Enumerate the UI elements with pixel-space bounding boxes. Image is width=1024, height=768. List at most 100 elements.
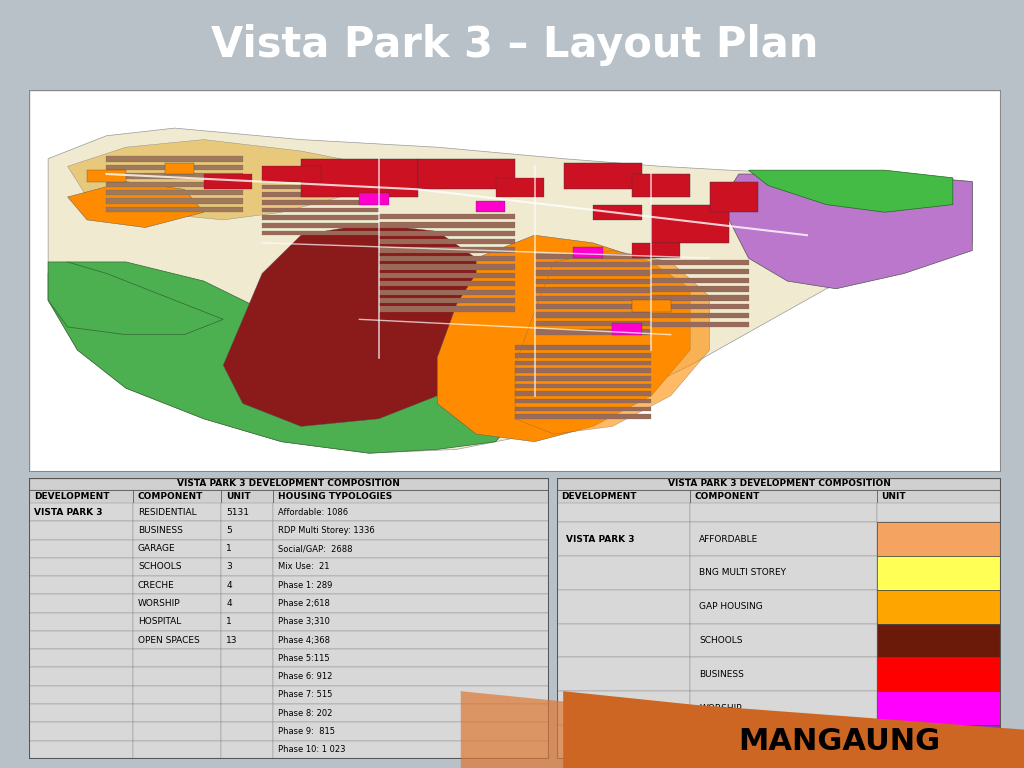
Text: SCHOOLS: SCHOOLS [699, 636, 742, 645]
Text: COMPONENT: COMPONENT [138, 492, 204, 502]
Bar [273, 704, 549, 722]
Bar [273, 667, 549, 686]
Bar [106, 207, 243, 212]
Text: UNIT: UNIT [882, 492, 906, 502]
Bar [106, 174, 243, 179]
Bar [221, 613, 273, 631]
Text: Phase 2;618: Phase 2;618 [279, 599, 330, 608]
Bar [632, 243, 680, 258]
Bar [535, 253, 651, 259]
Text: Phase 9:  815: Phase 9: 815 [279, 727, 336, 736]
Bar [557, 522, 690, 556]
Text: Phase 6: 912: Phase 6: 912 [279, 672, 333, 681]
Bar [557, 657, 690, 691]
Bar [221, 490, 273, 503]
Bar [133, 722, 221, 740]
Bar [379, 298, 515, 303]
Text: 5: 5 [226, 526, 232, 535]
Text: Phase 8: 202: Phase 8: 202 [279, 709, 333, 717]
Bar [515, 376, 651, 380]
Text: COMPONENT: COMPONENT [695, 492, 760, 502]
Bar [690, 691, 877, 725]
Bar [690, 624, 877, 657]
Bar [651, 286, 749, 292]
Bar [557, 503, 690, 522]
Text: CRECHE: CRECHE [138, 581, 175, 590]
Bar [535, 321, 651, 326]
Bar [515, 414, 651, 419]
Bar [557, 624, 690, 657]
Text: 5131: 5131 [226, 508, 250, 517]
Text: MANGAUNG: MANGAUNG [738, 727, 941, 756]
Bar [877, 503, 1001, 522]
Text: Phase 5:115: Phase 5:115 [279, 654, 330, 663]
Polygon shape [563, 691, 1024, 768]
Bar [29, 490, 133, 503]
Bar [651, 295, 749, 300]
Bar [29, 686, 133, 704]
Bar [651, 269, 749, 274]
Bar [877, 590, 1001, 624]
Bar [557, 590, 690, 624]
Polygon shape [68, 140, 379, 220]
Bar [379, 239, 515, 244]
Bar [379, 281, 515, 286]
Bar [262, 230, 379, 235]
Text: 3: 3 [226, 562, 232, 571]
Bar [106, 198, 243, 204]
Bar [204, 174, 252, 189]
Bar [651, 204, 729, 243]
Text: HOUSING TYPOLOGIES: HOUSING TYPOLOGIES [279, 492, 392, 502]
Bar [877, 725, 1001, 759]
Bar [262, 185, 379, 189]
Bar [221, 521, 273, 540]
Bar [535, 279, 651, 284]
Bar [262, 192, 379, 197]
Bar [29, 521, 133, 540]
Text: GARAGE: GARAGE [138, 545, 175, 553]
Bar [29, 740, 133, 759]
Text: DEVELOPMENT: DEVELOPMENT [34, 492, 110, 502]
Bar [877, 691, 1001, 725]
Bar [133, 503, 221, 521]
Bar [535, 270, 651, 276]
Bar [535, 296, 651, 301]
Bar [221, 594, 273, 613]
Bar [515, 361, 651, 366]
Bar [262, 200, 379, 204]
Polygon shape [461, 691, 1024, 768]
Bar [379, 222, 515, 227]
Bar [563, 163, 641, 189]
Bar [515, 399, 651, 403]
Text: BNG MULTI STOREY: BNG MULTI STOREY [699, 568, 786, 578]
Bar [133, 649, 221, 667]
Bar [710, 182, 758, 212]
Bar [273, 503, 549, 521]
Text: Vista Park 3 – Layout Plan: Vista Park 3 – Layout Plan [211, 25, 818, 66]
Bar [29, 667, 133, 686]
Bar [535, 287, 651, 293]
Bar [515, 406, 651, 411]
Text: Phase 10: 1 023: Phase 10: 1 023 [279, 745, 346, 754]
Bar [221, 576, 273, 594]
Text: VISTA PARK 3 DEVELOPMENT COMPOSITION: VISTA PARK 3 DEVELOPMENT COMPOSITION [668, 479, 891, 488]
Bar [29, 613, 133, 631]
Bar [87, 170, 126, 182]
Bar [651, 304, 749, 310]
Bar [690, 590, 877, 624]
Text: BUSINESS: BUSINESS [699, 670, 744, 679]
Bar [29, 722, 133, 740]
Bar [221, 503, 273, 521]
Bar [690, 725, 877, 759]
Bar [301, 159, 418, 197]
Text: Social/GAP:  2688: Social/GAP: 2688 [279, 545, 353, 553]
Bar [612, 323, 641, 335]
Text: SCHOOLS: SCHOOLS [138, 562, 181, 571]
Text: OPEN SPACES: OPEN SPACES [138, 636, 200, 644]
Bar [593, 204, 641, 220]
Bar [496, 178, 545, 197]
Bar [221, 540, 273, 558]
Polygon shape [729, 174, 973, 289]
Text: WORSHIP: WORSHIP [138, 599, 180, 608]
Bar [29, 503, 133, 521]
